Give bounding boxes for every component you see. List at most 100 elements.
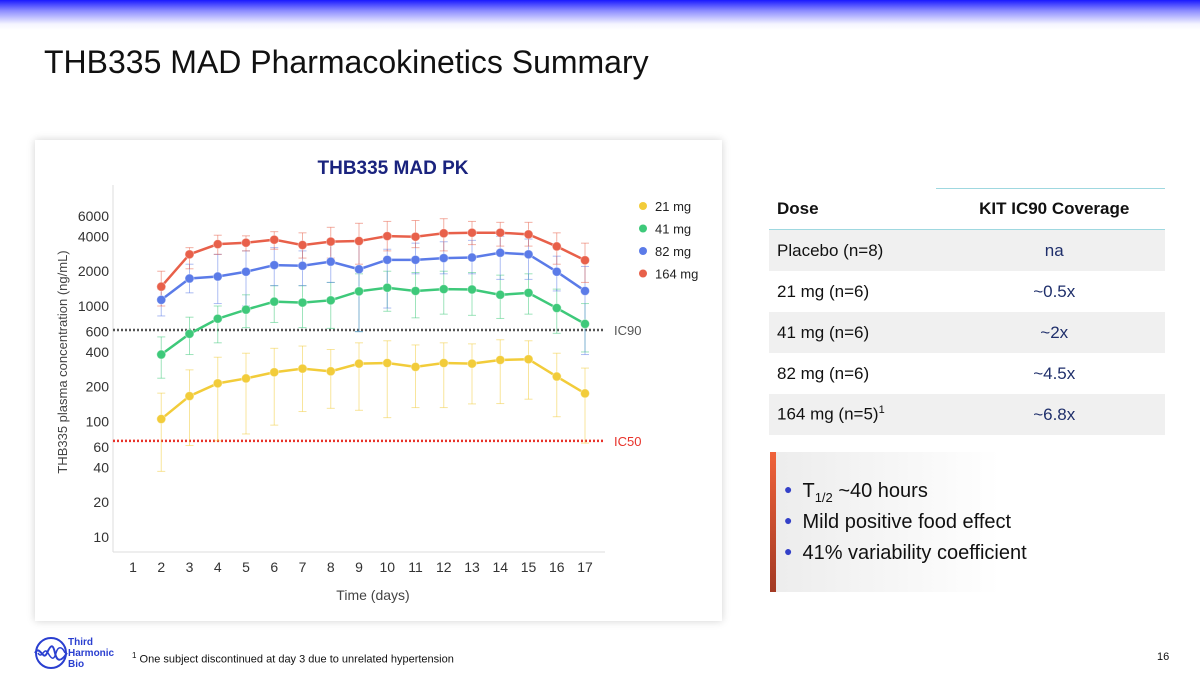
logo-line: Bio bbox=[68, 659, 85, 670]
x-tick-label: 15 bbox=[521, 559, 537, 575]
x-tick-label: 9 bbox=[355, 559, 363, 575]
legend-marker bbox=[639, 269, 647, 278]
legend-label: 21 mg bbox=[655, 199, 691, 214]
data-point bbox=[495, 247, 506, 258]
series-line bbox=[160, 286, 586, 356]
data-point bbox=[184, 273, 195, 284]
header-coverage: KIT IC90 Coverage bbox=[936, 188, 1165, 230]
y-tick-label: 4000 bbox=[78, 228, 109, 244]
x-tick-label: 14 bbox=[492, 559, 508, 575]
x-tick-label: 12 bbox=[436, 559, 452, 575]
chart-title: THB335 MAD PK bbox=[318, 158, 469, 179]
data-point bbox=[580, 255, 590, 266]
data-point bbox=[410, 361, 421, 372]
data-point bbox=[410, 285, 421, 296]
data-point bbox=[467, 284, 477, 295]
data-point bbox=[269, 234, 280, 245]
data-point bbox=[325, 256, 336, 267]
data-point bbox=[382, 282, 393, 293]
legend-label: 82 mg bbox=[655, 244, 691, 259]
dose-cell: Placebo (n=8) bbox=[769, 229, 937, 271]
ic90-coverage-table: Dose KIT IC90 Coverage Placebo (n=8) na 21… bbox=[769, 188, 1165, 435]
data-point bbox=[438, 284, 449, 295]
data-point bbox=[354, 264, 364, 275]
subscript: 1/2 bbox=[814, 490, 833, 505]
x-tick-label: 1 bbox=[129, 559, 137, 575]
dose-text: 21 mg (n=6) bbox=[777, 281, 870, 301]
key-findings-box: ● T1/2 ~40 hours ● Mild positive food effe… bbox=[770, 452, 1027, 592]
data-point bbox=[523, 287, 534, 298]
dose-text: 164 mg (n=5) bbox=[777, 404, 879, 424]
dose-cell: 41 mg (n=6) bbox=[769, 312, 937, 353]
data-point bbox=[580, 318, 590, 329]
third-harmonic-logo-icon bbox=[34, 637, 68, 669]
y-tick-label: 400 bbox=[86, 344, 110, 360]
table-row: 82 mg (n=6) ~4.5x bbox=[769, 353, 1165, 394]
x-tick-label: 10 bbox=[379, 559, 395, 575]
data-point bbox=[410, 254, 421, 265]
data-point bbox=[438, 253, 449, 264]
y-tick-label: 6000 bbox=[78, 208, 109, 224]
bullet-text: ~40 hours bbox=[832, 480, 928, 502]
x-tick-label: 11 bbox=[408, 559, 423, 575]
coverage-cell: ~2x bbox=[936, 312, 1165, 353]
data-point bbox=[241, 237, 251, 248]
data-point bbox=[382, 254, 393, 265]
data-point bbox=[467, 252, 477, 263]
table-row: Placebo (n=8) na bbox=[769, 229, 1165, 271]
footnote-mark: 1 bbox=[878, 404, 885, 417]
data-point bbox=[212, 271, 223, 282]
data-point bbox=[580, 285, 590, 296]
reference-label: IC90 bbox=[614, 323, 641, 338]
data-point bbox=[212, 378, 223, 389]
data-point bbox=[438, 357, 449, 368]
data-point bbox=[184, 391, 195, 402]
y-tick-label: 60 bbox=[93, 439, 109, 455]
data-point bbox=[241, 373, 251, 384]
data-point bbox=[156, 281, 167, 292]
data-point bbox=[523, 354, 534, 365]
bullet-text: Mild positive food effect bbox=[802, 511, 1012, 533]
data-point bbox=[382, 357, 393, 368]
bullet-half-life: ● T1/2 ~40 hours bbox=[784, 480, 1027, 511]
data-point bbox=[297, 240, 308, 251]
data-point bbox=[297, 297, 308, 308]
data-point bbox=[354, 236, 364, 247]
coverage-cell: ~0.5x bbox=[1033, 281, 1076, 301]
y-tick-label: 10 bbox=[93, 529, 109, 545]
data-point bbox=[580, 388, 590, 399]
data-point bbox=[325, 295, 336, 306]
data-point bbox=[551, 266, 562, 277]
page-number: 16 bbox=[1157, 651, 1170, 663]
dose-text: 82 mg (n=6) bbox=[777, 363, 870, 383]
data-point bbox=[495, 354, 506, 365]
y-axis-label: THB335 plasma concentration (ng/mL) bbox=[55, 250, 70, 473]
bullet-text: 41% variability coefficient bbox=[802, 542, 1027, 564]
y-tick-label: 2000 bbox=[78, 263, 109, 279]
data-point bbox=[523, 229, 534, 240]
coverage-cell: ~4.5x bbox=[1033, 363, 1076, 383]
data-point bbox=[269, 260, 280, 271]
x-tick-label: 2 bbox=[157, 559, 165, 575]
y-tick-label: 1000 bbox=[78, 298, 109, 314]
legend-marker bbox=[639, 202, 647, 210]
data-point bbox=[382, 231, 393, 242]
legend-marker bbox=[639, 247, 647, 255]
data-point bbox=[551, 371, 562, 382]
y-tick-label: 40 bbox=[93, 459, 109, 475]
data-point bbox=[551, 303, 562, 314]
data-point bbox=[495, 289, 506, 300]
header-dose: Dose bbox=[769, 188, 937, 230]
data-point bbox=[156, 414, 167, 425]
x-tick-label: 5 bbox=[242, 559, 250, 575]
x-axis-label: Time (days) bbox=[336, 587, 409, 603]
data-point bbox=[184, 249, 195, 260]
data-point bbox=[297, 260, 308, 271]
footnote-text: One subject discontinued at day 3 due to… bbox=[139, 653, 454, 666]
table-row: 21 mg (n=6) ~0.5x bbox=[769, 271, 1165, 312]
data-point bbox=[325, 366, 336, 377]
dose-cell: 21 mg (n=6) bbox=[769, 271, 936, 312]
y-tick-label: 200 bbox=[86, 379, 110, 395]
footnote-mark: 1 bbox=[132, 651, 137, 660]
data-point bbox=[297, 363, 308, 374]
